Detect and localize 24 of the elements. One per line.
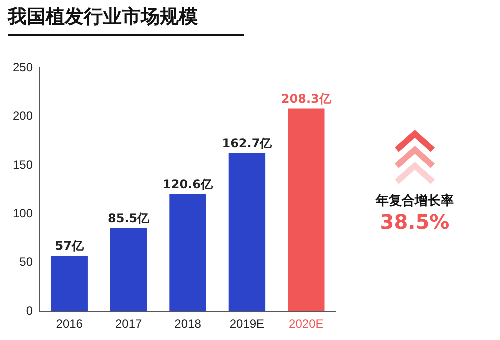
y-tick-label: 100 xyxy=(12,206,34,221)
text: 年复合增长率 xyxy=(374,192,455,210)
x-tick-label: 2019E xyxy=(230,317,265,332)
data-label: 120.6亿 xyxy=(163,177,214,192)
bar xyxy=(51,256,88,312)
x-tick-label: 2018 xyxy=(174,317,202,332)
y-tick-label: 50 xyxy=(20,255,34,270)
x-tick-label: 2020E xyxy=(289,317,324,332)
bar xyxy=(288,108,325,312)
data-label: 162.7亿 xyxy=(222,136,274,150)
bar xyxy=(110,228,148,312)
data-label: 208.3亿 xyxy=(281,92,332,106)
y-tick-label: 200 xyxy=(12,109,34,124)
text: 38.5% xyxy=(379,210,451,234)
y-tick-label: 0 xyxy=(26,304,34,318)
data-label: 57亿 xyxy=(55,239,85,254)
chart-title: 我国植发行业市场规模 xyxy=(8,5,198,30)
data-label: 85.5亿 xyxy=(108,211,151,226)
y-tick-label: 150 xyxy=(12,158,34,172)
x-tick-label: 2017 xyxy=(115,317,142,332)
bar xyxy=(228,153,266,312)
y-tick-label: 250 xyxy=(12,60,34,75)
x-tick-label: 2016 xyxy=(56,317,84,332)
bar xyxy=(170,194,206,312)
